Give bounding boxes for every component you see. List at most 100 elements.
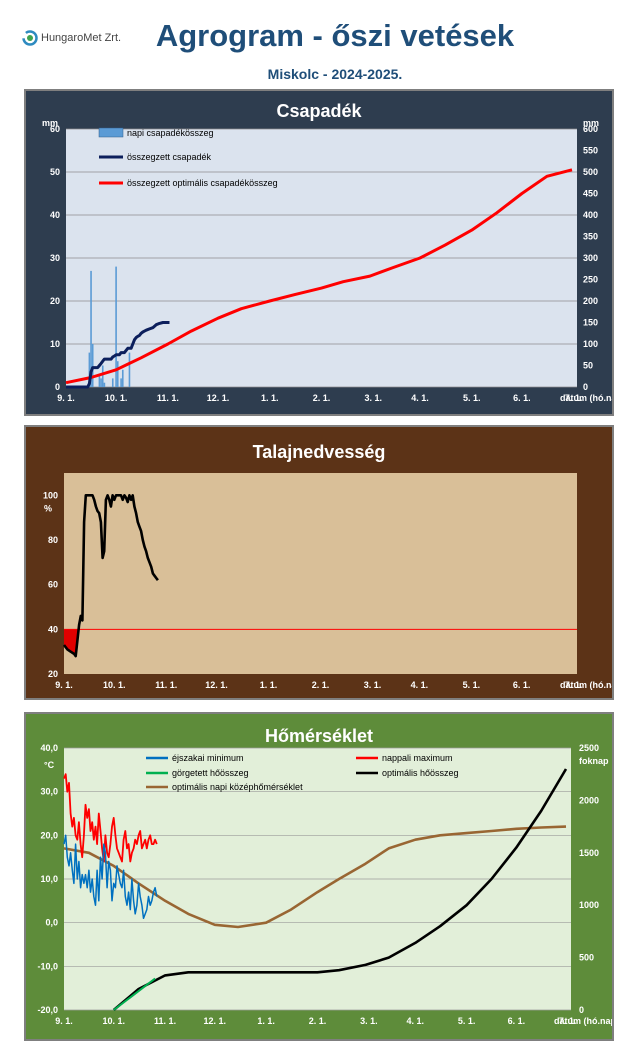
y-tick-label-right: 50 [583,361,593,371]
precip-bar [88,352,91,387]
y-tick-label-left: 30,0 [40,787,58,797]
precip-bar [91,344,94,387]
precipitation-panel: Csapadék 0 10 20 30 40 50 60 0 50 100 150 200 250 300… [24,89,614,416]
legend-swatch [98,127,124,138]
legend-label: napi csapadékösszeg [127,128,214,138]
x-tick-label: 2. 1. [313,393,331,403]
hungaromet-logo-icon [22,30,38,46]
y-tick-label-left: 30 [50,253,60,263]
precipitation-chart: 0102030405060050100150200250300350400450… [42,118,612,403]
rolling-heat-sum-line [113,977,156,1011]
x-tick-label: 9. 1. [57,393,75,403]
x-tick-label: 7. 1. [565,393,583,403]
x-tick-label: 1. 1. [261,393,279,403]
precip-bar [101,365,104,387]
x-tick-label: 12. 1. [204,1016,227,1026]
x-tick-label: 1. 1. [257,1016,275,1026]
y-tick-label: 80 [48,535,58,545]
y-tick-label-left: 50 [50,167,60,177]
y-tick-label-left: 40,0 [40,743,58,753]
soil-moisture-line [62,494,159,658]
y-tick-label: 100 [43,490,58,500]
y-tick-label-right: 200 [583,296,598,306]
y-tick-label-right: 400 [583,210,598,220]
y-tick-label-left: 60 [50,124,60,134]
y-tick-label-left: -10,0 [37,961,58,971]
y-axis-label-left: °C [44,760,55,770]
precip-bar [116,361,119,387]
x-tick-label: 11. 1. [155,680,177,690]
y-tick-label-right: 100 [583,339,598,349]
x-tick-label: 3. 1. [360,1016,378,1026]
y-tick-label-right: 250 [583,275,598,285]
y-axis-label-right: foknap [579,756,609,766]
x-tick-label: 5. 1. [463,680,481,690]
x-tick-label: 11. 1. [157,393,179,403]
y-tick-label-right: 450 [583,189,598,199]
page-title: Agrogram - őszi vetések [155,18,515,53]
x-axis-label: dátum (hó.nap) [560,680,612,690]
x-tick-label: 4. 1. [406,1016,424,1026]
temperature-title: Hőmérséklet [264,726,374,746]
y-tick-label-left: 0 [55,382,60,392]
page-subtitle: Miskolc - 2024-2025. [267,66,403,82]
y-tick-label-left: 40 [50,210,60,220]
legend-label: nappali maximum [382,753,453,763]
y-tick-label-right: 2000 [579,795,599,805]
precip-bar [115,266,117,387]
y-tick-label-right: 1000 [579,900,599,910]
y-axis-label-left: mm [42,118,58,128]
x-tick-label: 7. 1. [565,680,583,690]
precip-bar [100,378,102,387]
x-axis-label: dátum (hó.nap) [554,1016,612,1026]
x-tick-label: 10. 1. [105,393,128,403]
x-axis-label: dátum (hó.nap) [560,393,612,403]
x-tick-label: 3. 1. [365,393,383,403]
y-tick-label: 60 [48,580,58,590]
soil-moisture-chart: 20 40 60 80 100% 9. 1. 10. 1. 11. 1. 12. 1. 1. 1.… [43,473,612,690]
x-tick-label: 10. 1. [102,1016,125,1026]
x-tick-label: 2. 1. [312,680,330,690]
x-tick-label: 3. 1. [364,680,382,690]
legend-label: görgetett hőösszeg [172,768,249,778]
x-tick-label: 12. 1. [207,393,230,403]
temperature-chart: -20,0 -10,0 0,0 10,0 20,0 30,0 40,0 0 500 1000 150… [37,743,612,1026]
precip-bar [98,374,101,387]
y-tick-label-right: 300 [583,253,598,263]
legend-label: összegzett optimális csapadékösszeg [127,178,278,188]
y-tick-label-right: 500 [583,167,598,177]
x-tick-label: 4. 1. [411,393,429,403]
y-tick-label-right: 0 [579,1005,584,1015]
logo-text: HungaroMet Zrt. [41,32,122,44]
optimal-heat-sum-line [112,768,568,1011]
y-tick-label-right: 500 [579,953,594,963]
x-tick-label: 5. 1. [463,393,481,403]
y-tick-label-right: 0 [583,382,588,392]
x-tick-label: 9. 1. [55,680,73,690]
y-tick-label-right: 2500 [579,743,599,753]
precip-bar [121,369,124,387]
y-tick-label-right: 600 [583,124,598,134]
precip-bar [103,382,106,387]
x-tick-label: 2. 1. [309,1016,327,1026]
x-tick-label: 1. 1. [260,680,278,690]
precip-bar [111,378,114,387]
x-tick-label: 4. 1. [411,680,429,690]
y-axis-label-right: mm [583,118,599,128]
y-tick-label: 40 [48,624,58,634]
x-tick-label: 6. 1. [513,680,531,690]
y-tick-label-right: 150 [583,318,598,328]
legend-label: optimális napi középhőmérséklet [172,782,303,792]
legend-label: éjszakai minimum [172,753,244,763]
y-axis-label: % [44,503,52,513]
precip-bar [90,270,92,387]
y-tick-label-right: 350 [583,232,598,242]
x-tick-label: 9. 1. [55,1016,73,1026]
cumulative-precip-line [66,321,170,389]
precip-bar [128,352,131,387]
soil-moisture-title: Talajnedvesség [252,442,386,462]
y-tick-label-right: 1500 [579,848,599,858]
y-tick-label-left: -20,0 [37,1005,58,1015]
y-tick-label-left: 20,0 [40,830,58,840]
y-tick-label-left: 0,0 [45,918,58,928]
